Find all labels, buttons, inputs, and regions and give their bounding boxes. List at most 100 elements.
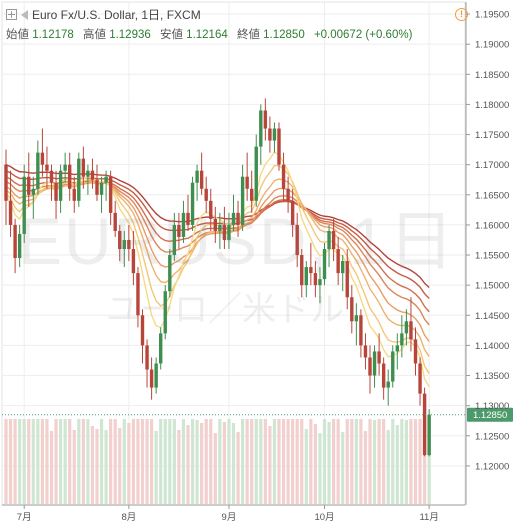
volume-bar: [286, 419, 290, 504]
volume-bar: [68, 419, 72, 504]
volume-bar: [45, 419, 49, 504]
volume-bar: [363, 431, 368, 504]
volume-bar: [86, 419, 90, 504]
volume-bar: [168, 419, 172, 504]
candle-body: [213, 218, 217, 231]
volume-bar: [386, 430, 390, 504]
volume-bar: [181, 419, 186, 504]
y-tick-label: 1.12500: [475, 431, 509, 442]
candle-body: [58, 170, 63, 201]
ohlc-legend: 始値 1.12178 高値 1.12936 安値 1.12164 終値 1.12…: [6, 26, 412, 42]
candle-body: [418, 363, 422, 394]
candle-body: [68, 164, 72, 189]
y-tick-label: 1.12000: [475, 461, 509, 472]
candle-body: [199, 170, 204, 189]
candle-body: [295, 224, 299, 256]
candle-body: [99, 182, 104, 195]
candle-body: [54, 182, 58, 201]
candle-body: [313, 273, 318, 286]
volume-bar: [227, 419, 231, 504]
chart-legend-title: Euro Fx/U.S. Dollar, 1日, FXCM: [6, 6, 201, 23]
candle-body: [13, 224, 17, 259]
volume-bar: [309, 419, 313, 504]
candle-body: [368, 357, 372, 376]
last-price-label: 1.12850: [473, 410, 507, 421]
candle-body: [40, 152, 45, 165]
y-tick-label: 1.16500: [475, 190, 509, 201]
candle-body: [218, 224, 222, 231]
candle-body: [190, 182, 195, 225]
volume-bar: [36, 419, 40, 504]
volume-bar: [27, 419, 31, 504]
volume-bar: [222, 422, 226, 504]
candle-body: [22, 176, 26, 234]
candle-body: [186, 212, 190, 225]
volume-bar: [263, 419, 267, 504]
volume-bar: [218, 419, 222, 504]
volume-bar: [341, 432, 345, 504]
volume-bar: [336, 419, 340, 504]
volume-bar: [332, 419, 336, 504]
candle-body: [263, 110, 268, 129]
y-tick-label: 1.15000: [475, 281, 509, 292]
collapse-arrow-icon[interactable]: [21, 10, 28, 20]
candle-body: [72, 188, 76, 201]
candle-body: [341, 261, 345, 274]
warning-icon[interactable]: !: [455, 8, 468, 21]
axes: 1.19500 1.19000 1.18500 1.18000 1.17500 1.170…: [2, 2, 509, 523]
y-tick-label: 1.16000: [475, 220, 509, 231]
volume-bar: [109, 419, 113, 504]
candle-body: [172, 224, 177, 256]
volume-bar: [409, 419, 413, 504]
low-label: 安値: [159, 29, 183, 41]
candle-body: [209, 200, 213, 219]
candle-body: [331, 230, 336, 250]
volume-bar: [241, 419, 245, 504]
volume-bar: [22, 419, 26, 504]
volume-bar: [150, 419, 154, 504]
close-value: 1.12850: [263, 29, 305, 41]
y-tick-label: 1.19500: [475, 10, 509, 21]
volume-bar: [209, 419, 213, 504]
volume-bar: [200, 423, 204, 504]
candle-body: [127, 239, 131, 250]
candle-body: [268, 128, 272, 141]
ema-line: [5, 151, 430, 388]
symbol-title[interactable]: Euro Fx/U.S. Dollar, 1日, FXCM: [32, 8, 201, 22]
candle-body: [222, 224, 227, 240]
candle-body: [17, 233, 22, 259]
candle-body: [336, 249, 340, 274]
volume-bar: [113, 419, 117, 504]
volume-bar: [13, 419, 17, 504]
last-price-line: 1.12850: [2, 407, 513, 422]
volume-bar: [400, 419, 404, 504]
candle-body: [372, 351, 377, 376]
y-tick-label: 1.18500: [475, 70, 509, 81]
candle-body: [104, 176, 108, 183]
candle-body: [400, 333, 404, 346]
ema-ribbon: [5, 151, 430, 388]
volume-bar: [195, 420, 199, 504]
ema-line: [5, 164, 430, 374]
candle-body: [327, 230, 331, 250]
volume-bar: [423, 419, 427, 504]
candle-body: [363, 345, 368, 358]
candle-body: [77, 158, 81, 201]
volume-bar: [345, 419, 349, 504]
y-tick-label: 1.13000: [475, 401, 509, 412]
candle-body: [49, 170, 54, 183]
expand-icon[interactable]: [6, 9, 17, 20]
volume-bar: [395, 425, 399, 504]
candle-body: [27, 176, 31, 195]
candle-body: [177, 224, 181, 237]
candle-body: [422, 393, 427, 456]
volume-bar: [281, 419, 286, 504]
volume-bar: [327, 422, 331, 504]
volume-bar: [122, 419, 126, 504]
candles: [4, 98, 431, 457]
volume-bar: [213, 433, 217, 504]
candle-body: [81, 158, 86, 177]
candle-body: [195, 170, 199, 183]
volume-bar: [131, 419, 135, 504]
